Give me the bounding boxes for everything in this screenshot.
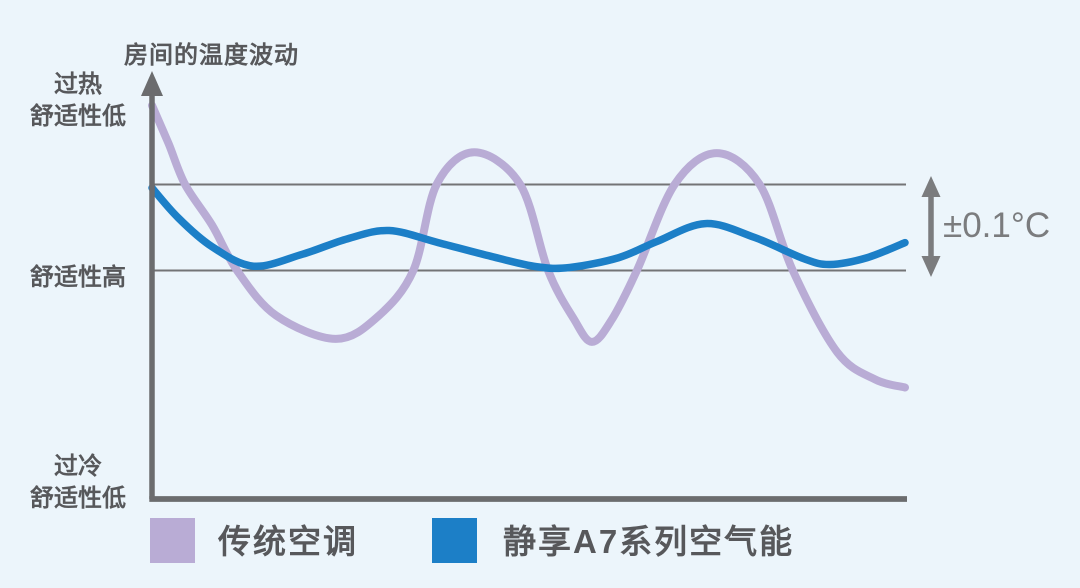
y-label-comfort-high: 舒适性高 — [30, 264, 126, 291]
chart-title: 房间的温度波动 — [124, 42, 299, 69]
series-a7-curve — [148, 184, 909, 273]
legend-swatch-traditional-ac — [150, 518, 195, 563]
double-arrow-down-head — [921, 256, 941, 277]
y-axis-arrowhead-icon — [141, 71, 163, 96]
legend-label-traditional-ac: 传统空调 — [218, 523, 358, 560]
legend-swatch-a7 — [432, 518, 477, 563]
y-label-overcool: 过冷 — [54, 453, 102, 480]
y-label-overcool-comfort-low: 舒适性低 — [30, 485, 126, 512]
y-label-overheat-comfort-low: 舒适性低 — [30, 103, 126, 130]
series-traditional-ac-curve — [148, 101, 909, 392]
band-annotation-text: ±0.1°C — [943, 206, 1051, 245]
y-label-overheat: 过热 — [54, 71, 102, 98]
y-axis — [141, 71, 163, 499]
double-arrow-up-head — [921, 176, 941, 197]
legend-label-a7: 静享A7系列空气能 — [503, 523, 795, 560]
band-range-double-arrow-icon — [921, 176, 941, 277]
